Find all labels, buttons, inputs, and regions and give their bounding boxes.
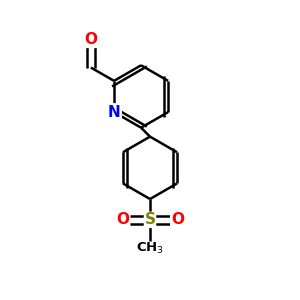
Text: S: S <box>145 212 155 227</box>
Text: O: O <box>116 212 129 227</box>
Text: N: N <box>108 105 120 120</box>
Text: O: O <box>84 32 98 47</box>
Text: CH$_3$: CH$_3$ <box>136 241 164 256</box>
Text: O: O <box>171 212 184 227</box>
